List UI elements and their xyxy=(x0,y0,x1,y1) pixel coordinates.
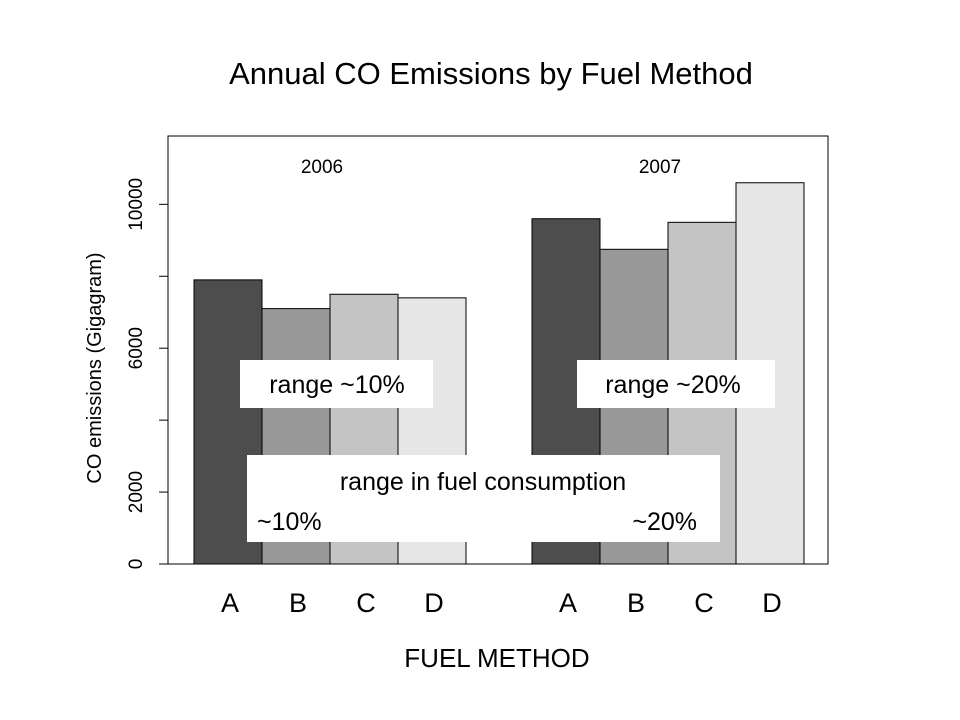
y-tick-label: 6000 xyxy=(126,327,147,369)
group-labels: 2006 2007 xyxy=(301,157,681,178)
x-tick-label: D xyxy=(762,588,782,618)
y-tick-label: 0 xyxy=(126,559,147,570)
chart-title: Annual CO Emissions by Fuel Method xyxy=(229,56,753,91)
y-axis: 0 2000 6000 10000 xyxy=(126,178,168,569)
annotation-box xyxy=(577,360,775,408)
y-axis-label: CO emissions (Gigagram) xyxy=(84,252,106,483)
plot-frame xyxy=(167,135,829,565)
x-tick-label: B xyxy=(289,588,307,618)
annotation-text: range in fuel consumption xyxy=(340,468,626,496)
annotation-text: ~20% xyxy=(632,508,697,536)
annotation-box xyxy=(240,360,433,408)
x-tick-label: B xyxy=(627,588,645,618)
annotation-text: range ~20% xyxy=(605,371,741,399)
annotations: range ~10% range ~20% range in fuel consum… xyxy=(240,360,775,542)
annotation-box xyxy=(247,455,720,542)
y-tick-label: 10000 xyxy=(126,178,147,231)
x-tick-label: D xyxy=(424,588,444,618)
y-tick-label: 2000 xyxy=(126,471,147,513)
x-tick-label: C xyxy=(356,588,376,618)
x-tick-label: A xyxy=(221,588,239,618)
group-label: 2006 xyxy=(301,157,343,178)
group-label: 2007 xyxy=(639,157,681,178)
x-tick-label: A xyxy=(559,588,577,618)
annotation-text: ~10% xyxy=(257,508,322,536)
x-tick-label: C xyxy=(694,588,714,618)
x-axis-label: FUEL METHOD xyxy=(404,643,589,673)
annotation-text: range ~10% xyxy=(269,371,405,399)
